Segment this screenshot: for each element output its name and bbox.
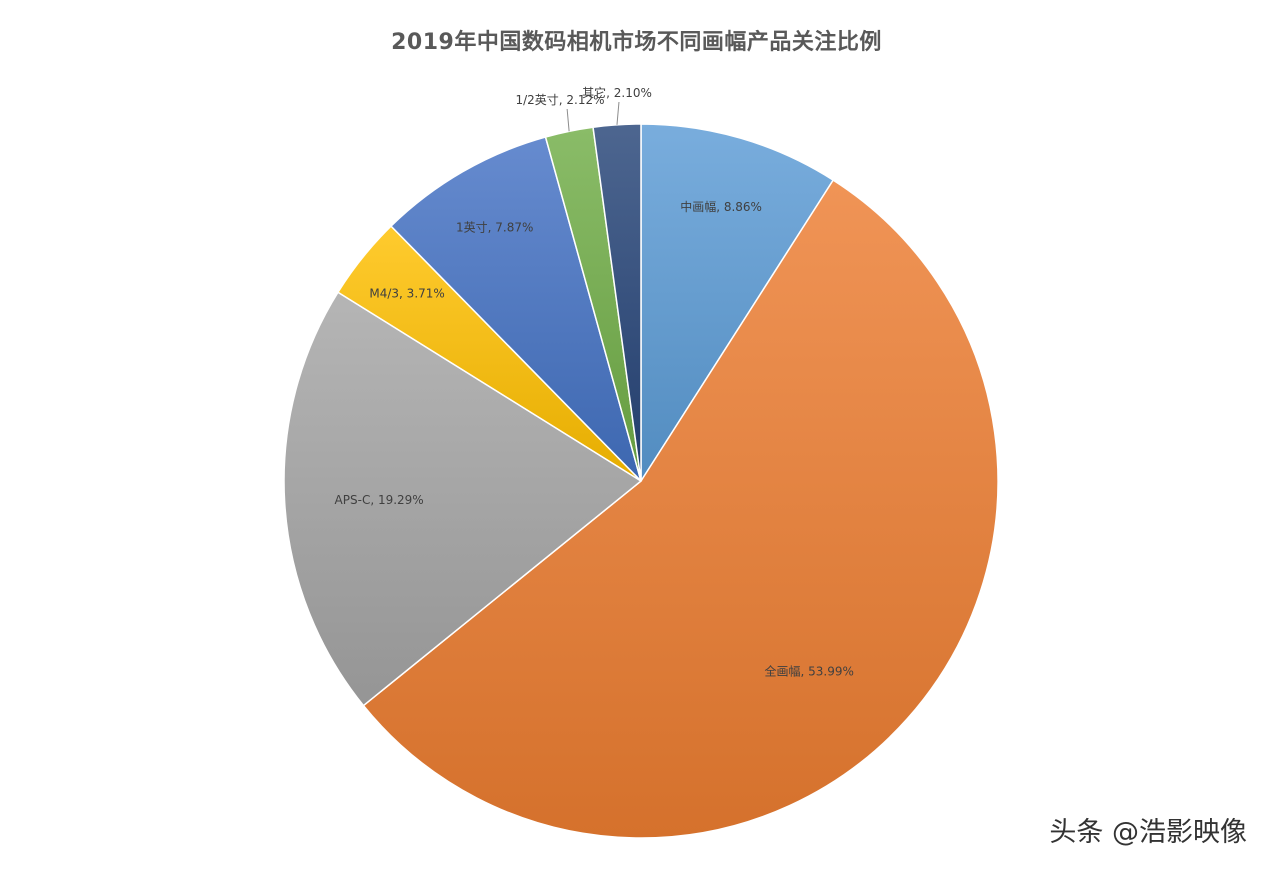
slice-label-medium-format: 中画幅, 8.86% <box>680 199 762 214</box>
leader-line-other <box>616 101 620 125</box>
slice-label-full-frame: 全画幅, 53.99% <box>765 663 854 678</box>
pie-slice-full-frame <box>362 179 999 839</box>
pie-slice-one-inch <box>389 136 642 482</box>
slice-label-one-inch: 1英寸, 7.87% <box>456 220 533 234</box>
leader-lines <box>566 101 620 132</box>
slice-label-m43: M4/3, 3.71% <box>369 286 444 300</box>
slice-labels: 中画幅, 8.86% 全画幅, 53.99% APS-C, 19.29% M4/3, … <box>335 85 854 678</box>
pie-slices <box>283 123 999 839</box>
slice-label-aps-c: APS-C, 19.29% <box>335 493 424 507</box>
pie-slice-medium-format <box>640 123 835 484</box>
leader-line-half-inch <box>566 108 570 132</box>
chart-title: 2019年中国数码相机市场不同画幅产品关注比例 <box>391 30 882 55</box>
slice-label-half-inch: 1/2英寸, 2.12% <box>515 93 604 107</box>
slice-label-other: 其它, 2.10% <box>582 85 652 100</box>
pie-slice-other <box>592 123 642 482</box>
pie-slice-aps-c <box>283 291 643 707</box>
watermark: 头条 @浩影映像 <box>1049 817 1247 848</box>
